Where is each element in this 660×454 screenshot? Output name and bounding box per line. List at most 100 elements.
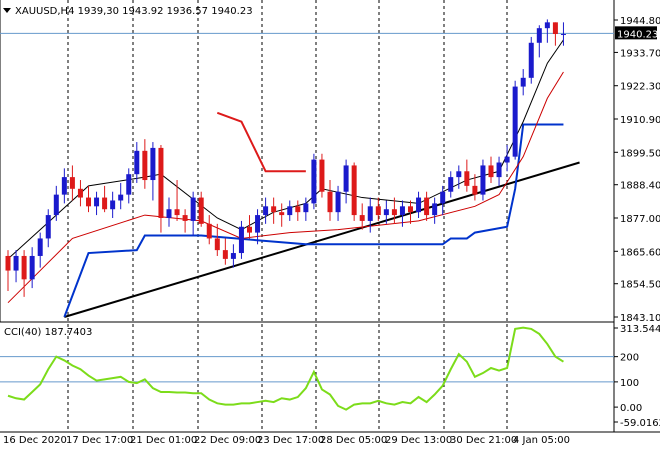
candle-body (375, 206, 381, 216)
candle-body (142, 150, 148, 181)
time-tick-label: 17 Dec 17:00 (66, 435, 133, 446)
resistance-step-line (216, 111, 306, 173)
candle (448, 171, 454, 198)
candle (263, 197, 269, 224)
candle (383, 200, 389, 224)
slow-moving-average (7, 71, 564, 304)
candle-body (174, 209, 180, 216)
candle (359, 203, 365, 230)
cci-tick-label: 200 (620, 353, 639, 364)
candle-body (391, 209, 397, 216)
candle (432, 197, 438, 224)
candle (190, 191, 196, 236)
candle (247, 215, 252, 239)
candle-body (166, 209, 172, 218)
candle (335, 185, 341, 221)
candle (295, 200, 301, 221)
candle (311, 153, 317, 210)
candle-body (150, 147, 156, 181)
candle (182, 209, 188, 233)
candle (166, 197, 172, 227)
candle-body (359, 215, 365, 221)
candle (77, 180, 83, 207)
candle-body (432, 203, 438, 216)
candle-body (327, 191, 333, 213)
candle (440, 185, 446, 216)
candle-body (45, 215, 51, 239)
candle-body (504, 156, 510, 163)
candle (488, 156, 494, 183)
candle-body (102, 197, 108, 210)
cci-series[interactable] (0, 326, 614, 411)
candle (399, 200, 405, 227)
price-tick-label: 1933.70 (620, 48, 660, 59)
candle-body (544, 22, 550, 29)
candle-body (440, 191, 446, 204)
candle-body (126, 174, 132, 195)
candle-body (424, 197, 430, 216)
candle-body (536, 28, 542, 43)
price-y-ticks: 1944.80 1933.70 1922.30 1910.90 1899.50 1888.… (614, 16, 660, 324)
candle-body (552, 22, 558, 35)
candle (416, 191, 422, 218)
candle-body (182, 215, 188, 221)
candle (45, 209, 51, 248)
candle (375, 197, 381, 221)
candle (456, 165, 462, 189)
price-pane[interactable] (0, 0, 660, 433)
price-tick-label: 1922.30 (620, 82, 660, 93)
price-tick-label: 1910.90 (620, 115, 660, 126)
candle-body (408, 206, 413, 213)
candle (480, 159, 486, 201)
candle-body (118, 194, 124, 201)
candle-body (230, 253, 236, 259)
candle-body (263, 206, 269, 216)
candle-body (448, 177, 454, 192)
candle (238, 220, 244, 259)
candle (134, 142, 140, 183)
candle-body (319, 159, 325, 192)
candle-body (295, 206, 301, 213)
candle (504, 144, 510, 172)
candle (110, 191, 116, 218)
triangle-down-icon[interactable] (3, 8, 11, 13)
candle-body (496, 162, 502, 178)
candle-body (198, 197, 204, 224)
time-tick-label: 4 Jan 05:00 (513, 435, 570, 446)
fast-moving-average (7, 39, 564, 260)
candle-body (399, 206, 405, 216)
candle-body (94, 197, 100, 207)
cci-title: CCI(40) 187.7403 (4, 327, 92, 338)
candle-body (383, 209, 389, 216)
price-tick-label: 1888.40 (620, 181, 660, 192)
candle-body (488, 165, 494, 178)
candle (520, 69, 526, 96)
time-tick-label: 21 Dec 01:00 (130, 435, 197, 446)
time-tick-label: 28 Dec 05:00 (320, 435, 387, 446)
candle (367, 197, 373, 233)
price-series[interactable] (0, 19, 614, 318)
candle-body (416, 197, 422, 213)
candle-body (53, 194, 59, 216)
candle (21, 250, 27, 297)
candle (29, 247, 35, 289)
candle-body (255, 215, 261, 233)
candle-body (5, 255, 11, 271)
candle (61, 168, 67, 204)
candle-body (37, 238, 43, 256)
candle (174, 180, 180, 221)
candle (271, 197, 277, 224)
cci-tick-label: 0.00 (620, 403, 642, 414)
candle-body (77, 188, 83, 198)
candle (544, 19, 550, 43)
candle-body (464, 171, 470, 186)
candle (408, 200, 413, 224)
candle-body (472, 185, 478, 195)
candle-body (351, 165, 357, 216)
support-step-line (63, 123, 564, 318)
time-tick-label: 16 Dec 2020 (3, 435, 67, 446)
candle (319, 153, 325, 198)
current-price-tag (615, 26, 657, 40)
